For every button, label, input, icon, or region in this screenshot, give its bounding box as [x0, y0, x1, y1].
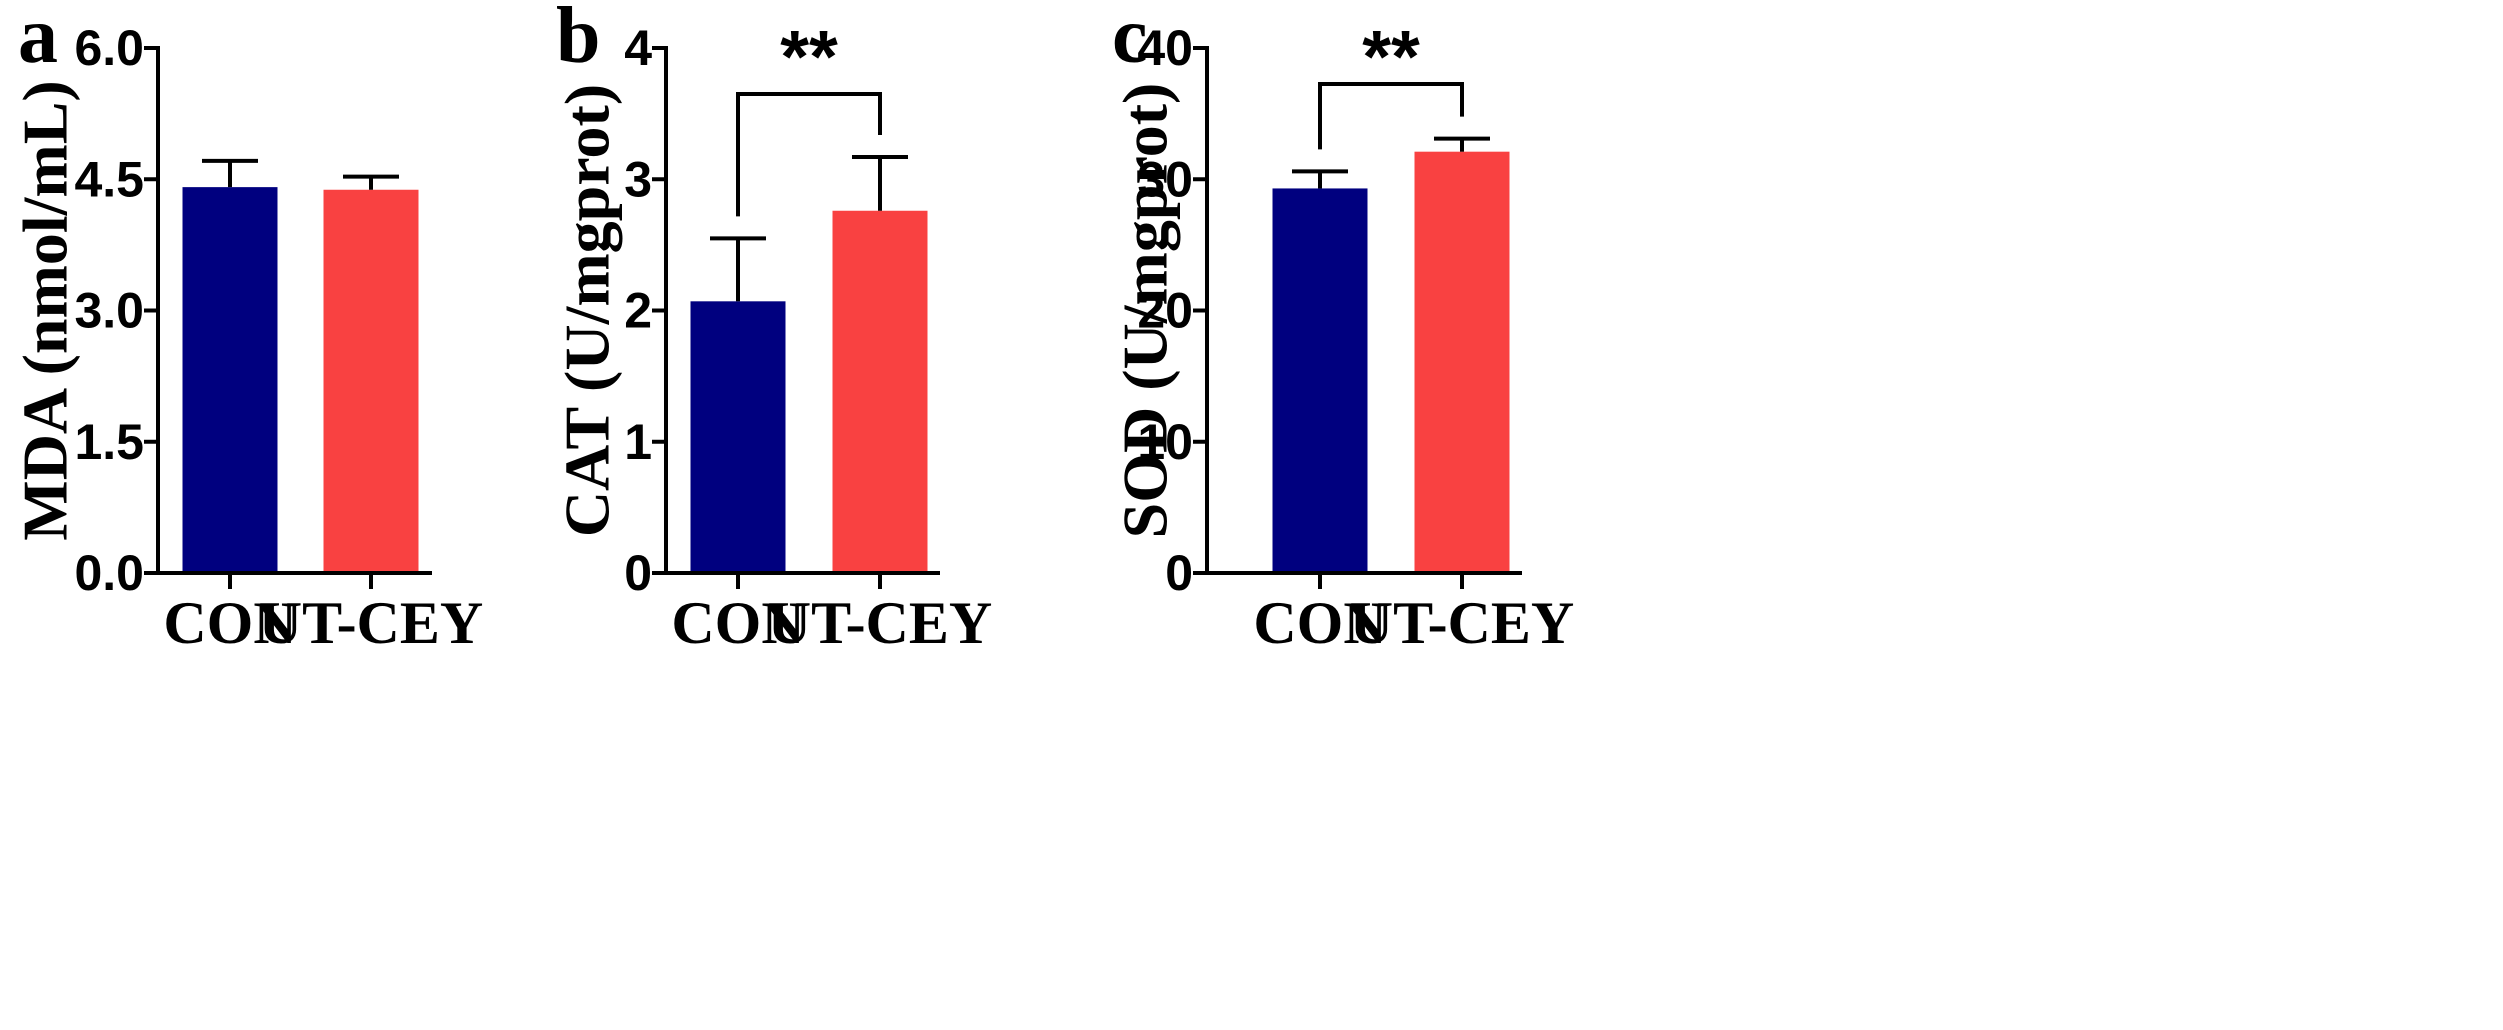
y-tick-label: 6.0 — [74, 20, 144, 76]
y-tick-label: 30 — [1137, 151, 1193, 207]
y-tick-label: 20 — [1137, 283, 1193, 339]
category-label: UT-CEY — [259, 590, 484, 656]
bar-ut-cey — [1414, 151, 1510, 573]
significance-label: ** — [1362, 15, 1420, 98]
y-tick-label: 1.5 — [74, 414, 144, 470]
y-tick-label: 0.0 — [74, 545, 144, 601]
y-tick-label: 3.0 — [74, 283, 144, 339]
bar-ut-cey — [323, 189, 419, 573]
y-axis-label: CAT (U/mgprot) — [552, 84, 623, 537]
y-tick-label: 4.5 — [74, 151, 144, 207]
y-tick-label: 2 — [624, 283, 652, 339]
panel-letter: b — [556, 0, 601, 80]
y-axis-label: MDA (nmol/mL) — [10, 80, 81, 540]
y-tick-label: 1 — [624, 414, 652, 470]
significance-label: ** — [780, 15, 838, 98]
y-tick-label: 4 — [624, 20, 652, 76]
bar-con — [182, 187, 278, 573]
panel-letter: a — [18, 0, 58, 80]
category-label: CON — [671, 590, 804, 656]
bar-con — [1272, 188, 1368, 573]
category-label: UT-CEY — [768, 590, 993, 656]
y-tick-label: 40 — [1137, 20, 1193, 76]
category-label: UT-CEY — [1350, 590, 1575, 656]
significance-bracket — [1318, 82, 1464, 150]
y-tick-label: 0 — [1165, 545, 1193, 601]
bar-ut-cey — [832, 210, 928, 573]
panel-letter: c — [1112, 0, 1148, 80]
category-label: CON — [1253, 590, 1386, 656]
y-axis-label: SOD (U/mgprot) — [1110, 83, 1181, 539]
category-label: CON — [163, 590, 296, 656]
y-tick-label: 10 — [1137, 414, 1193, 470]
y-tick-label: 3 — [624, 151, 652, 207]
significance-bracket — [736, 92, 882, 217]
bar-con — [690, 301, 786, 573]
y-tick-label: 0 — [624, 545, 652, 601]
